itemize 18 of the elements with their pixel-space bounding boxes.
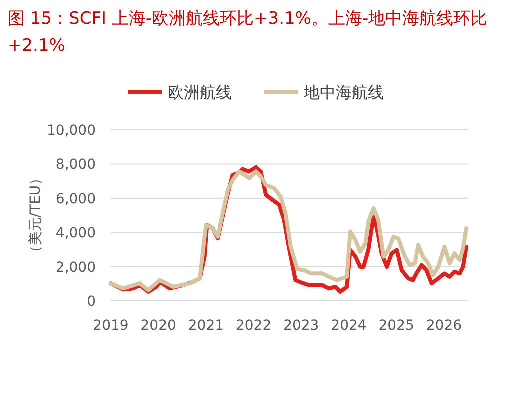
- legend-label: 欧洲航线: [168, 83, 232, 102]
- x-tick-label: 2024: [331, 318, 367, 334]
- x-tick-label: 2019: [93, 318, 129, 334]
- legend-label: 地中海航线: [303, 83, 384, 102]
- y-tick-label: 0: [87, 294, 96, 310]
- y-tick-label: 10,000: [47, 123, 96, 139]
- y-tick-label: 2,000: [56, 260, 96, 276]
- chart-title: 图 15：SCFI 上海-欧洲航线环比+3.1%。上海-地中海航线环比+2.1%: [8, 8, 489, 58]
- y-tick-label: 8,000: [56, 157, 96, 174]
- y-tick-label: 6,000: [56, 191, 96, 208]
- x-tick-label: 2021: [188, 318, 224, 334]
- x-tick-label: 2020: [140, 318, 176, 334]
- x-tick-label: 2022: [236, 318, 272, 334]
- y-axis-title: （美元/TEU）: [28, 171, 44, 260]
- x-tick-label: 2025: [378, 318, 414, 334]
- x-tick-label: 2026: [426, 318, 462, 334]
- x-tick-label: 2023: [284, 318, 320, 334]
- y-tick-label: 4,000: [56, 226, 96, 242]
